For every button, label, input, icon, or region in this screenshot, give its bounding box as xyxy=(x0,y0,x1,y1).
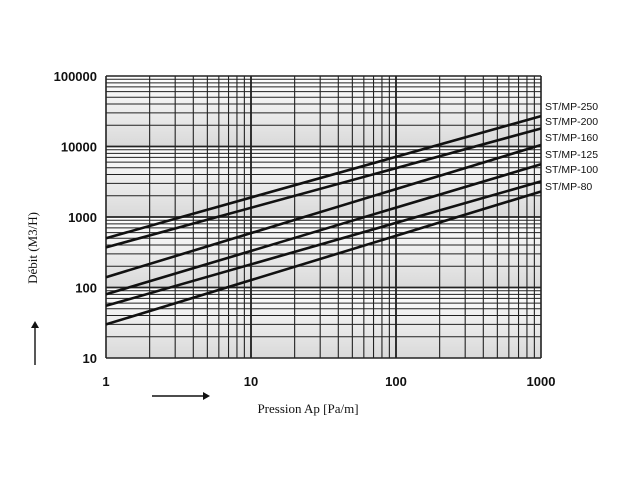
x-tick-label: 1 xyxy=(102,374,109,389)
x-tick-label: 100 xyxy=(385,374,407,389)
decade-band xyxy=(106,287,541,358)
series-line xyxy=(105,114,542,240)
x-tick-label: 1000 xyxy=(527,374,556,389)
y-tick-label: 100000 xyxy=(54,69,97,84)
x-tick-label: 10 xyxy=(244,374,258,389)
y-axis-title: Débit (M3/H) xyxy=(25,212,40,284)
series-line xyxy=(105,180,542,308)
series-label: ST/MP-125 xyxy=(545,149,598,161)
series-label: ST/MP-200 xyxy=(545,116,598,128)
y-axis-arrow xyxy=(31,321,39,365)
series-labels: ST/MP-250 ST/MP-200 ST/MP-160 ST/MP-125 ST/M… xyxy=(545,101,598,193)
series-line xyxy=(105,190,542,326)
series-line xyxy=(105,127,542,249)
series-line xyxy=(105,143,542,279)
y-tick-label: 100 xyxy=(75,281,97,296)
x-axis-arrow xyxy=(152,392,210,400)
series-line xyxy=(105,163,542,296)
series-label: ST/MP-100 xyxy=(545,164,598,176)
series-label: ST/MP-80 xyxy=(545,181,592,193)
series-lines xyxy=(105,114,542,326)
plot-background xyxy=(106,76,541,358)
x-tick-labels: 1 10 100 1000 xyxy=(102,374,555,389)
series-label: ST/MP-160 xyxy=(545,132,598,144)
y-tick-labels: 10 100 1000 10000 100000 xyxy=(54,69,97,366)
y-tick-label: 10 xyxy=(83,351,97,366)
series-label: ST/MP-250 xyxy=(545,101,598,113)
decade-band xyxy=(106,76,541,147)
y-tick-label: 10000 xyxy=(61,140,97,155)
decade-band xyxy=(106,146,541,217)
y-tick-label: 1000 xyxy=(68,210,97,225)
x-axis-title: Pression Ap [Pa/m] xyxy=(257,401,358,416)
